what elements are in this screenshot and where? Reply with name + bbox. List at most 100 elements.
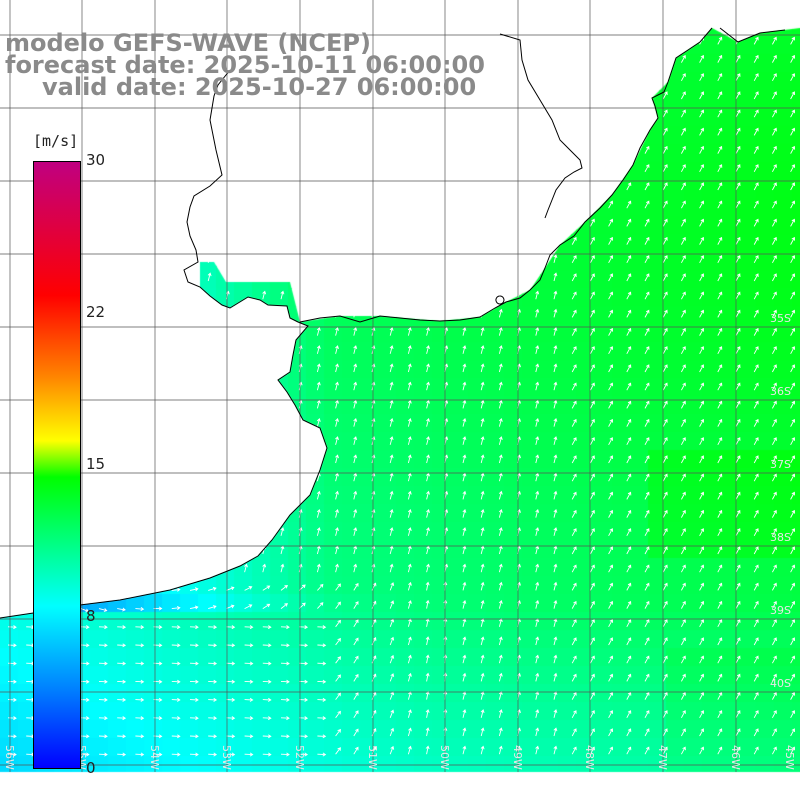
wind-arrow [535,745,540,755]
wind-arrow [681,400,686,409]
wind-arrow [462,326,467,336]
wind-arrow [717,309,723,318]
wind-arrow [353,637,359,646]
wind-arrow [407,508,412,518]
wind-arrow [662,437,668,446]
wind-arrow [662,145,668,154]
wind-arrow [681,255,686,264]
wind-arrow [717,327,723,336]
wind-arrow [535,472,540,482]
wind-arrow [462,399,467,409]
wind-arrow [644,691,650,700]
wind-arrow [462,690,467,700]
wind-arrow [790,273,796,282]
wind-arrow [699,346,705,355]
wind-arrow [699,127,705,136]
wind-arrow [790,637,796,646]
wind-arrow [699,600,705,609]
wind-arrow [662,291,668,300]
wind-arrow [426,436,430,445]
wind-arrow [753,273,759,282]
wind-arrow [171,734,181,739]
wind-arrow [772,437,777,446]
wind-arrow [571,273,577,282]
wind-arrow [590,309,595,318]
wind-arrow [644,728,650,737]
wind-arrow [407,326,412,336]
wind-arrow [644,528,650,537]
wind-arrow [644,637,650,646]
wind-arrow [298,399,303,409]
wind-arrow [535,290,540,300]
wind-arrow [790,346,796,355]
wind-arrow [7,716,17,721]
wind-arrow [117,697,127,702]
wind-arrow [571,691,577,700]
wind-arrow [226,697,236,702]
wind-arrow [590,418,595,427]
wind-arrow [553,690,558,700]
wind-arrow [626,255,632,264]
wind-arrow [626,236,632,245]
wind-arrow [772,546,777,555]
wind-arrow [262,643,272,648]
wind-arrow [753,546,759,555]
wind-arrow [335,381,339,391]
wind-arrow [389,745,395,755]
wind-arrow [608,546,614,555]
wind-arrow [681,236,686,245]
wind-arrow [371,600,377,609]
wind-arrow [753,255,759,264]
wind-arrow [681,455,686,464]
wind-arrow [553,727,558,737]
wind-arrow [790,564,796,573]
wind-arrow [462,618,467,627]
wind-arrow [407,727,412,737]
wind-arrow [553,345,558,354]
wind-arrow [681,145,686,154]
wind-arrow [353,746,359,755]
wind-arrow [735,600,741,609]
wind-arrow [98,716,108,721]
wind-arrow [662,200,668,209]
wind-arrow [626,600,632,609]
wind-arrow [717,673,723,682]
wind-arrow [662,673,668,682]
wind-arrow [717,346,723,355]
wind-arrow [389,381,394,391]
wind-arrow [353,582,359,591]
wind-arrow [717,637,723,646]
wind-arrow [735,655,741,664]
longitude-labels: 56W 55W 54W 53W 52W 51W 50W 49W 48W 47W 46W 45W [3,745,796,770]
wind-arrow [189,661,199,666]
wind-arrow [608,364,614,373]
wind-arrow [462,436,467,445]
wind-arrow [772,382,777,391]
wind-arrow [590,382,595,391]
wind-arrow [662,400,668,409]
wind-arrow [208,679,218,684]
wind-arrow [189,625,199,630]
title-model: modelo GEFS-WAVE (NCEP) [5,29,371,57]
wind-arrow [353,363,358,373]
title-valid-date: valid date: 2025-10-27 06:00:00 [42,73,477,101]
wind-arrow [7,679,17,684]
coastline [0,27,786,619]
wind-arrow [662,637,668,646]
wind-arrow [335,326,339,336]
wind-arrow [371,728,377,737]
wind-arrow [790,309,796,318]
wind-arrow [753,710,759,719]
wind-arrow [699,236,705,245]
wind-arrow [626,728,632,737]
wind-arrow [244,661,254,666]
wind-arrow [244,679,254,684]
wind-arrow [717,91,723,100]
wind-arrow [662,164,668,173]
wind-arrow [425,636,430,646]
wind-arrow [644,746,650,755]
wind-arrow [280,643,290,648]
wind-arrow [681,127,686,136]
wind-arrow [772,728,777,737]
wind-arrow [608,255,614,264]
